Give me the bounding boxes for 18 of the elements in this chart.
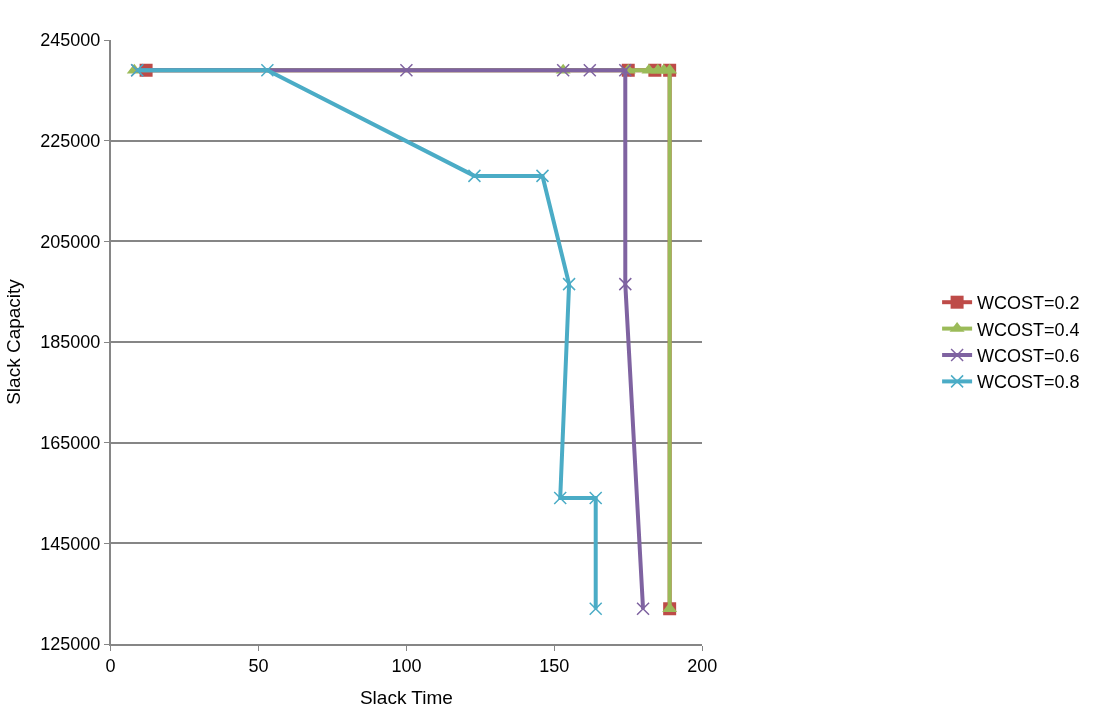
legend-label: WCOST=0.2 <box>977 293 1080 314</box>
legend-label: WCOST=0.4 <box>977 319 1080 340</box>
x-tick-label: 50 <box>248 656 269 677</box>
x-tick-label: 0 <box>105 656 116 677</box>
x-tick-label: 150 <box>539 656 570 677</box>
y-axis-title: Slack Capacity <box>2 278 24 405</box>
y-tick-label: 165000 <box>40 432 101 453</box>
y-tick-label: 185000 <box>40 332 101 353</box>
x-tick-label: 200 <box>687 656 718 677</box>
x-axis-title: Slack Time <box>359 686 453 708</box>
legend-label: WCOST=0.8 <box>977 372 1080 393</box>
y-tick-label: 205000 <box>40 231 101 252</box>
y-tick-label: 145000 <box>40 533 101 554</box>
legend-label: WCOST=0.6 <box>977 346 1080 367</box>
y-tick-label: 245000 <box>40 30 101 51</box>
y-tick-label: 125000 <box>40 634 101 655</box>
x-tick-label: 100 <box>391 656 422 677</box>
y-tick-label: 225000 <box>40 130 101 151</box>
